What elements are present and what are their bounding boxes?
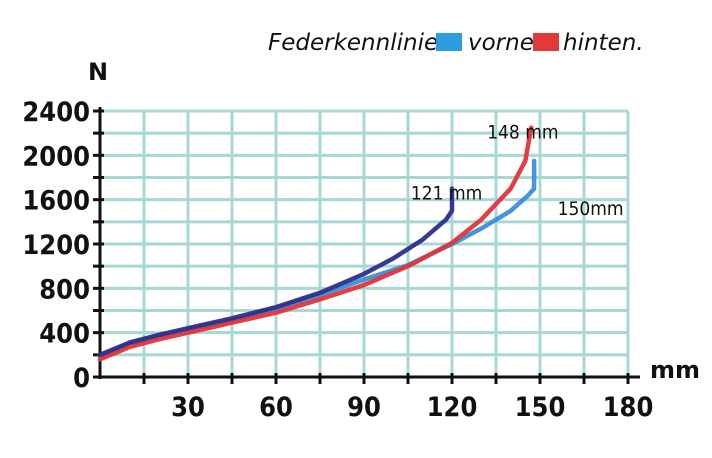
- legend: Federkennlinien: vorne hinten.: [268, 30, 644, 56]
- series-line-1: [97, 125, 534, 362]
- y-tick-label: 800: [39, 274, 90, 305]
- x-tick-label: 30: [171, 392, 205, 423]
- legend-swatch-hinten: [533, 33, 559, 51]
- y-tick-label: 1200: [22, 230, 90, 261]
- x-tick-label: 120: [427, 392, 478, 423]
- legend-label-vorne: vorne: [468, 30, 534, 56]
- series-line-2: [97, 186, 455, 358]
- annotation-0: 121 mm: [411, 183, 482, 205]
- x-axis-label: mm: [650, 356, 700, 384]
- grid: [100, 109, 630, 377]
- series-lines: [97, 125, 537, 362]
- y-axis-label: N: [88, 58, 108, 86]
- annotation-1: 148 mm: [487, 122, 558, 144]
- y-tick-label: 1600: [22, 186, 90, 217]
- x-tick-label: 180: [603, 392, 654, 423]
- y-tick-label: 2400: [22, 97, 90, 128]
- annotation-2: 150mm: [558, 198, 624, 220]
- ticks: 30 60 90 120 150 180 0 400 800 1200 1600 2000 2400: [22, 97, 653, 423]
- x-tick-label: 60: [259, 392, 293, 423]
- legend-label-hinten: hinten.: [563, 30, 644, 56]
- y-tick-label: 2000: [22, 141, 90, 172]
- y-tick-label: 0: [73, 363, 90, 394]
- annotations: 121 mm 148 mm 150mm: [411, 122, 624, 220]
- x-tick-label: 90: [347, 392, 381, 423]
- y-tick-label: 400: [39, 319, 90, 350]
- legend-swatch-vorne: [436, 33, 462, 51]
- legend-title: Federkennlinien:: [268, 30, 460, 56]
- x-tick-label: 150: [515, 392, 566, 423]
